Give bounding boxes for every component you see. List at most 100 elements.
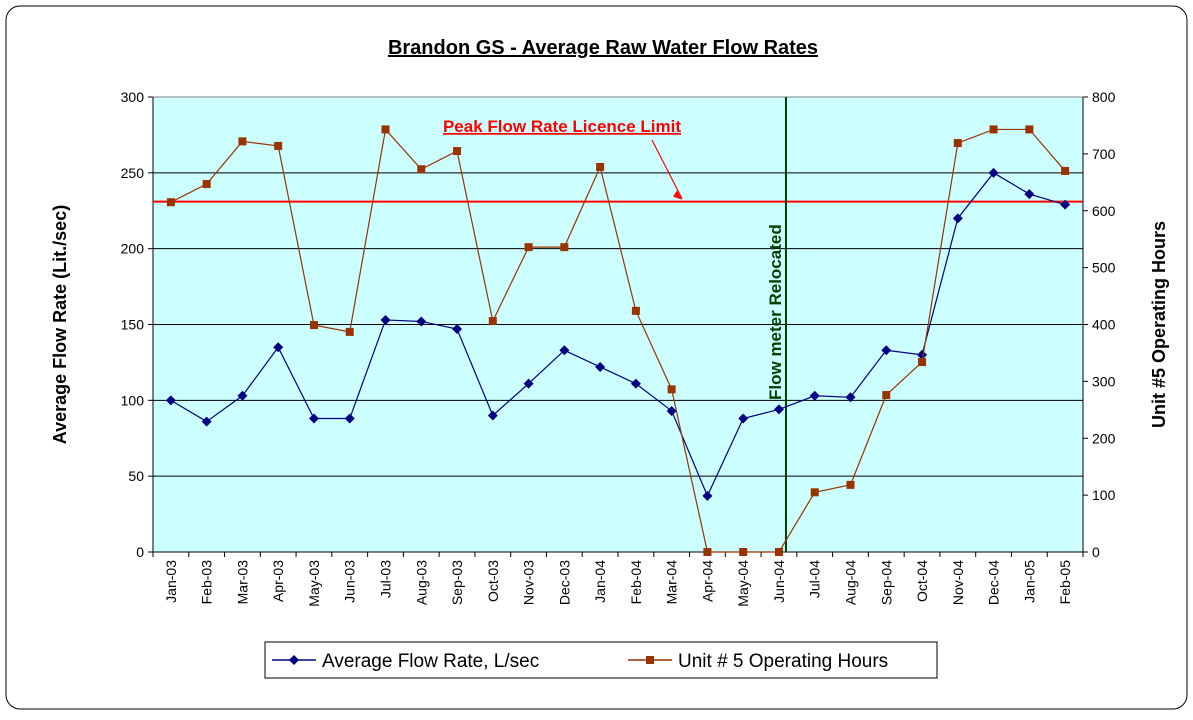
square-marker [524, 243, 533, 252]
diamond-marker [487, 410, 498, 421]
square-marker [417, 165, 426, 174]
square-marker [1061, 166, 1070, 175]
y-tick-label: 150 [121, 317, 145, 333]
x-tick-label: Feb-05 [1057, 560, 1073, 605]
y-tick-label: 200 [121, 241, 145, 257]
diamond-marker [1024, 189, 1035, 200]
square-marker [774, 548, 783, 556]
square-marker [309, 321, 318, 330]
limit-arrowhead [673, 190, 682, 200]
square-marker [882, 391, 891, 400]
diamond-marker [344, 413, 355, 424]
y2-tick-label: 100 [1092, 487, 1116, 503]
limit-label: Peak Flow Rate Licence Limit [443, 117, 681, 136]
diamond-marker [273, 342, 284, 353]
y-axis-title: Average Flow Rate (Lit./sec) [50, 205, 70, 444]
x-tick-label: Oct-03 [485, 560, 501, 602]
x-tick-label: Dec-04 [986, 560, 1002, 605]
y2-tick-label: 800 [1092, 89, 1116, 105]
x-tick-label: Oct-04 [914, 560, 930, 602]
diamond-marker [773, 404, 784, 415]
square-marker [345, 327, 354, 336]
x-tick-label: Feb-04 [628, 560, 644, 605]
square-marker [274, 141, 283, 150]
x-tick-label: Aug-04 [843, 560, 859, 605]
diamond-marker [1060, 199, 1071, 210]
x-tick-label: Feb-03 [199, 560, 215, 605]
diamond-marker [952, 213, 963, 224]
x-tick-label: Mar-04 [664, 560, 680, 605]
square-marker [1025, 125, 1034, 134]
square-marker [953, 139, 962, 148]
x-tick-label: Jun-03 [342, 560, 358, 603]
y2-tick-label: 200 [1092, 430, 1116, 446]
y2-tick-label: 400 [1092, 317, 1116, 333]
x-tick-label: Apr-04 [699, 560, 715, 602]
diamond-marker [165, 395, 176, 406]
series-line [170, 172, 1066, 498]
y-tick-label: 300 [121, 89, 145, 105]
y2-tick-label: 700 [1092, 146, 1116, 162]
x-tick-label: Nov-03 [521, 560, 537, 605]
square-marker [596, 162, 605, 171]
square-marker [989, 125, 998, 134]
square-marker [381, 125, 390, 134]
legend-label: Unit # 5 Operating Hours [678, 651, 888, 672]
square-marker [739, 548, 748, 556]
x-tick-label: Jan-04 [592, 560, 608, 603]
diamond-marker [630, 378, 641, 389]
legend-box [264, 641, 938, 679]
diamond-marker [416, 316, 427, 327]
x-tick-label: Jan-03 [163, 560, 179, 603]
diamond-marker [881, 345, 892, 356]
diamond-marker [237, 390, 248, 401]
chart-title: Brandon GS - Average Raw Water Flow Rate… [388, 37, 818, 59]
y-tick-label: 250 [121, 165, 145, 181]
x-tick-label: Jun-04 [771, 560, 787, 603]
x-tick-label: Jul-03 [378, 560, 394, 598]
diamond-marker [452, 324, 463, 335]
square-marker [631, 306, 640, 315]
square-marker [202, 180, 211, 189]
diamond-marker [666, 405, 677, 416]
square-marker [846, 480, 855, 489]
diamond-marker [595, 361, 606, 372]
y2-tick-label: 300 [1092, 373, 1116, 389]
x-tick-label: Jul-04 [807, 560, 823, 598]
x-tick-label: Jan-05 [1021, 560, 1037, 603]
y2-tick-label: 600 [1092, 203, 1116, 219]
diamond-marker [738, 413, 749, 424]
legend-label: Average Flow Rate, L/sec [322, 651, 539, 672]
x-tick-label: Mar-03 [234, 560, 250, 605]
y-tick-label: 50 [128, 468, 144, 484]
x-tick-label: Apr-03 [270, 560, 286, 602]
x-tick-label: Sep-04 [878, 560, 894, 605]
x-tick-label: Dec-03 [556, 560, 572, 605]
square-marker [166, 198, 175, 207]
x-tick-label: May-03 [306, 560, 322, 607]
y-tick-label: 0 [136, 544, 144, 560]
x-tick-label: Sep-03 [449, 560, 465, 605]
square-marker [918, 358, 927, 367]
series-line [170, 128, 1066, 553]
square-marker [453, 147, 462, 156]
x-tick-label: May-04 [735, 560, 751, 607]
square-marker [238, 137, 247, 146]
annotation-label: Flow meter Relocated [766, 224, 785, 400]
limit-arrow [651, 139, 683, 199]
diamond-marker [559, 345, 570, 356]
diamond-marker [201, 416, 212, 427]
diamond-marker [308, 413, 319, 424]
diamond-marker [380, 314, 391, 325]
x-tick-label: Nov-04 [950, 560, 966, 605]
diamond-marker [917, 349, 928, 360]
square-marker [810, 488, 819, 497]
diamond-marker [845, 392, 856, 403]
y2-tick-label: 500 [1092, 260, 1116, 276]
square-marker [560, 243, 569, 252]
square-marker [703, 548, 712, 556]
square-marker [667, 385, 676, 394]
square-marker [646, 656, 654, 664]
y2-tick-label: 0 [1092, 544, 1100, 560]
